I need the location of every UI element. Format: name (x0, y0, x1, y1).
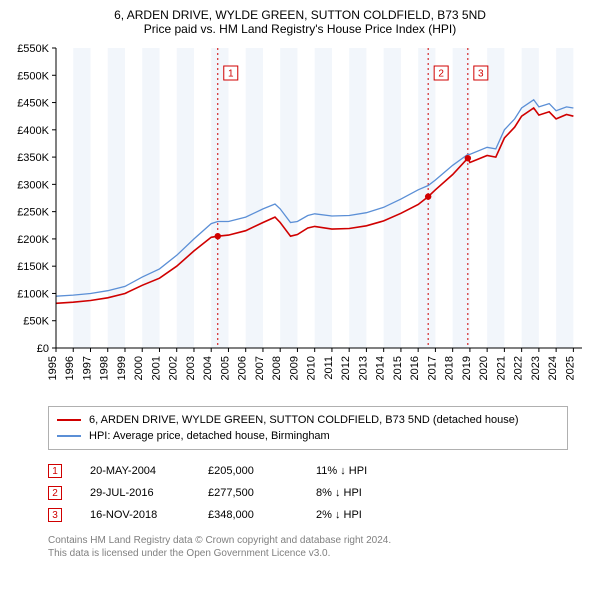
event-date: 29-JUL-2016 (90, 487, 180, 499)
event-row: 3 16-NOV-2018 £348,000 2% ↓ HPI (48, 504, 568, 526)
svg-text:2010: 2010 (306, 356, 318, 380)
event-price: £205,000 (208, 465, 288, 477)
svg-text:£450K: £450K (17, 98, 49, 110)
svg-text:2008: 2008 (271, 356, 283, 380)
svg-text:2: 2 (438, 69, 444, 80)
chart: 1 2 3 £0 £50K £100K £150K £200K £250K £300K £350K £… (0, 40, 600, 400)
svg-text:2014: 2014 (375, 356, 387, 380)
svg-text:£0: £0 (37, 343, 49, 355)
svg-text:2019: 2019 (461, 356, 473, 380)
legend-swatch (57, 419, 81, 421)
event-marker: 2 (48, 486, 62, 500)
event-date: 16-NOV-2018 (90, 509, 180, 521)
svg-text:1995: 1995 (47, 356, 59, 380)
events-table: 1 20-MAY-2004 £205,000 11% ↓ HPI 2 29-JUL-201… (48, 460, 568, 526)
svg-text:2013: 2013 (357, 356, 369, 380)
page-root: 6, ARDEN DRIVE, WYLDE GREEN, SUTTON COLD… (0, 0, 600, 560)
svg-text:£100K: £100K (17, 288, 49, 300)
event-date: 20-MAY-2004 (90, 465, 180, 477)
event-row: 2 29-JUL-2016 £277,500 8% ↓ HPI (48, 482, 568, 504)
svg-text:2001: 2001 (150, 356, 162, 380)
legend-label: 6, ARDEN DRIVE, WYLDE GREEN, SUTTON COLD… (89, 412, 519, 428)
svg-text:£550K: £550K (17, 43, 49, 55)
svg-text:£150K: £150K (17, 261, 49, 273)
event-marker: 3 (48, 508, 62, 522)
svg-text:2012: 2012 (340, 356, 352, 380)
event-price: £277,500 (208, 487, 288, 499)
event-marker: 1 (48, 464, 62, 478)
svg-text:2006: 2006 (237, 356, 249, 380)
svg-text:2022: 2022 (513, 356, 525, 380)
svg-text:2023: 2023 (530, 356, 542, 380)
svg-text:2018: 2018 (444, 356, 456, 380)
svg-text:2011: 2011 (323, 356, 335, 380)
svg-text:2020: 2020 (478, 356, 490, 380)
legend: 6, ARDEN DRIVE, WYLDE GREEN, SUTTON COLD… (48, 406, 568, 450)
svg-text:2021: 2021 (495, 356, 507, 380)
svg-text:£500K: £500K (17, 70, 49, 82)
event-note: 8% ↓ HPI (316, 487, 362, 499)
svg-text:2015: 2015 (392, 356, 404, 380)
svg-text:2004: 2004 (202, 356, 214, 380)
svg-text:£350K: £350K (17, 152, 49, 164)
credits-line-1: Contains HM Land Registry data © Crown c… (48, 534, 568, 547)
svg-text:1999: 1999 (116, 356, 128, 380)
svg-text:2017: 2017 (426, 356, 438, 380)
svg-text:2002: 2002 (168, 356, 180, 380)
title-line-2: Price paid vs. HM Land Registry's House … (10, 22, 590, 36)
chart-svg: 1 2 3 £0 £50K £100K £150K £200K £250K £300K £350K £… (0, 40, 600, 400)
legend-item: 6, ARDEN DRIVE, WYLDE GREEN, SUTTON COLD… (57, 412, 559, 428)
svg-text:2007: 2007 (254, 356, 266, 380)
svg-text:£50K: £50K (23, 316, 49, 328)
event-note: 11% ↓ HPI (316, 465, 367, 477)
title-block: 6, ARDEN DRIVE, WYLDE GREEN, SUTTON COLD… (0, 0, 600, 40)
credits-line-2: This data is licensed under the Open Gov… (48, 547, 568, 560)
svg-text:2009: 2009 (288, 356, 300, 380)
svg-text:£400K: £400K (17, 125, 49, 137)
svg-text:£300K: £300K (17, 179, 49, 191)
svg-text:3: 3 (478, 69, 484, 80)
title-line-1: 6, ARDEN DRIVE, WYLDE GREEN, SUTTON COLD… (10, 8, 590, 22)
svg-text:1997: 1997 (81, 356, 93, 380)
svg-text:1996: 1996 (64, 356, 76, 380)
legend-item: HPI: Average price, detached house, Birm… (57, 428, 559, 444)
event-row: 1 20-MAY-2004 £205,000 11% ↓ HPI (48, 460, 568, 482)
svg-text:2003: 2003 (185, 356, 197, 380)
event-price: £348,000 (208, 509, 288, 521)
svg-text:£250K: £250K (17, 207, 49, 219)
svg-text:2005: 2005 (219, 356, 231, 380)
svg-text:2016: 2016 (409, 356, 421, 380)
svg-text:2025: 2025 (564, 356, 576, 380)
svg-text:£200K: £200K (17, 234, 49, 246)
svg-text:2024: 2024 (547, 356, 559, 380)
svg-text:2000: 2000 (133, 356, 145, 380)
legend-swatch (57, 435, 81, 437)
event-note: 2% ↓ HPI (316, 509, 362, 521)
legend-label: HPI: Average price, detached house, Birm… (89, 428, 330, 444)
svg-text:1: 1 (228, 69, 234, 80)
credits: Contains HM Land Registry data © Crown c… (48, 534, 568, 560)
svg-text:1998: 1998 (99, 356, 111, 380)
